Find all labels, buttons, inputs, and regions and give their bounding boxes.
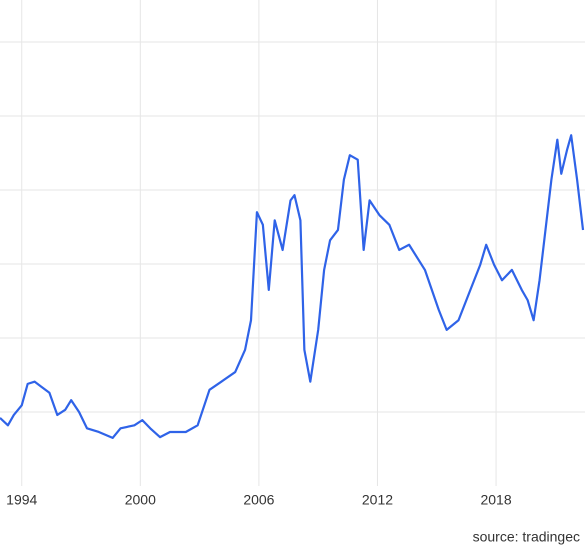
data-line: [0, 134, 585, 439]
x-tick-label: 2012: [362, 492, 393, 508]
x-tick-label: 1994: [6, 492, 37, 508]
x-tick-label: 2000: [125, 492, 156, 508]
source-note: source: tradingec: [473, 529, 580, 545]
x-tick-label: 2006: [243, 492, 274, 508]
x-tick-label: 2018: [480, 492, 511, 508]
